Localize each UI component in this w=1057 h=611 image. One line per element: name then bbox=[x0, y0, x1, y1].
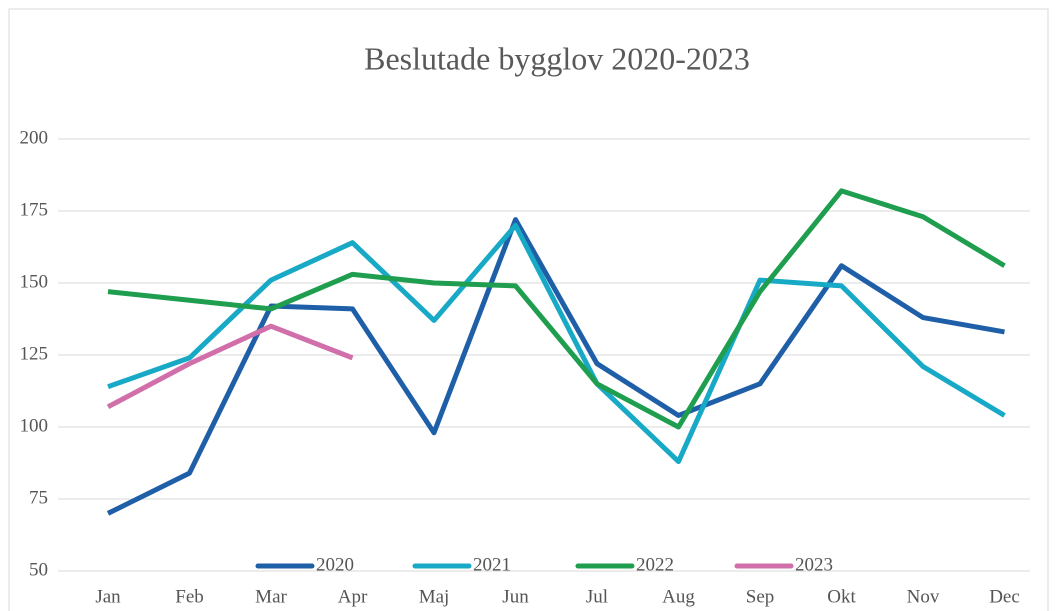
x-tick-label: Jan bbox=[95, 586, 121, 607]
line-series bbox=[107, 188, 1006, 430]
x-tick-label: Mar bbox=[255, 586, 287, 607]
y-tick-label: 100 bbox=[20, 415, 49, 436]
legend-label: 2023 bbox=[795, 554, 833, 575]
x-tick-label: Jun bbox=[502, 586, 529, 607]
x-tick-label: Sep bbox=[746, 586, 775, 607]
legend-label: 2020 bbox=[316, 554, 354, 575]
y-tick-label: 125 bbox=[20, 343, 49, 364]
x-tick-label: Jul bbox=[586, 586, 608, 607]
x-tick-label: Maj bbox=[419, 586, 450, 607]
chart-title: Beslutade bygglov 2020-2023 bbox=[364, 40, 750, 76]
line-series bbox=[106, 323, 354, 410]
x-tick-label: Apr bbox=[338, 586, 368, 607]
x-tick-label: Aug bbox=[662, 586, 695, 607]
x-tick-label: Feb bbox=[175, 586, 204, 607]
line-series bbox=[107, 222, 1006, 465]
y-tick-label: 50 bbox=[29, 559, 48, 580]
y-tick-label: 75 bbox=[29, 487, 48, 508]
y-tick-label: 175 bbox=[20, 199, 49, 220]
x-tick-label: Nov bbox=[907, 586, 940, 607]
y-tick-label: 200 bbox=[20, 127, 49, 148]
chart-frame bbox=[8, 8, 1049, 611]
x-tick-label: Dec bbox=[989, 586, 1020, 607]
legend-label: 2022 bbox=[636, 554, 674, 575]
legend-label: 2021 bbox=[473, 554, 511, 575]
x-tick-label: Okt bbox=[827, 586, 856, 607]
y-tick-label: 150 bbox=[20, 271, 49, 292]
